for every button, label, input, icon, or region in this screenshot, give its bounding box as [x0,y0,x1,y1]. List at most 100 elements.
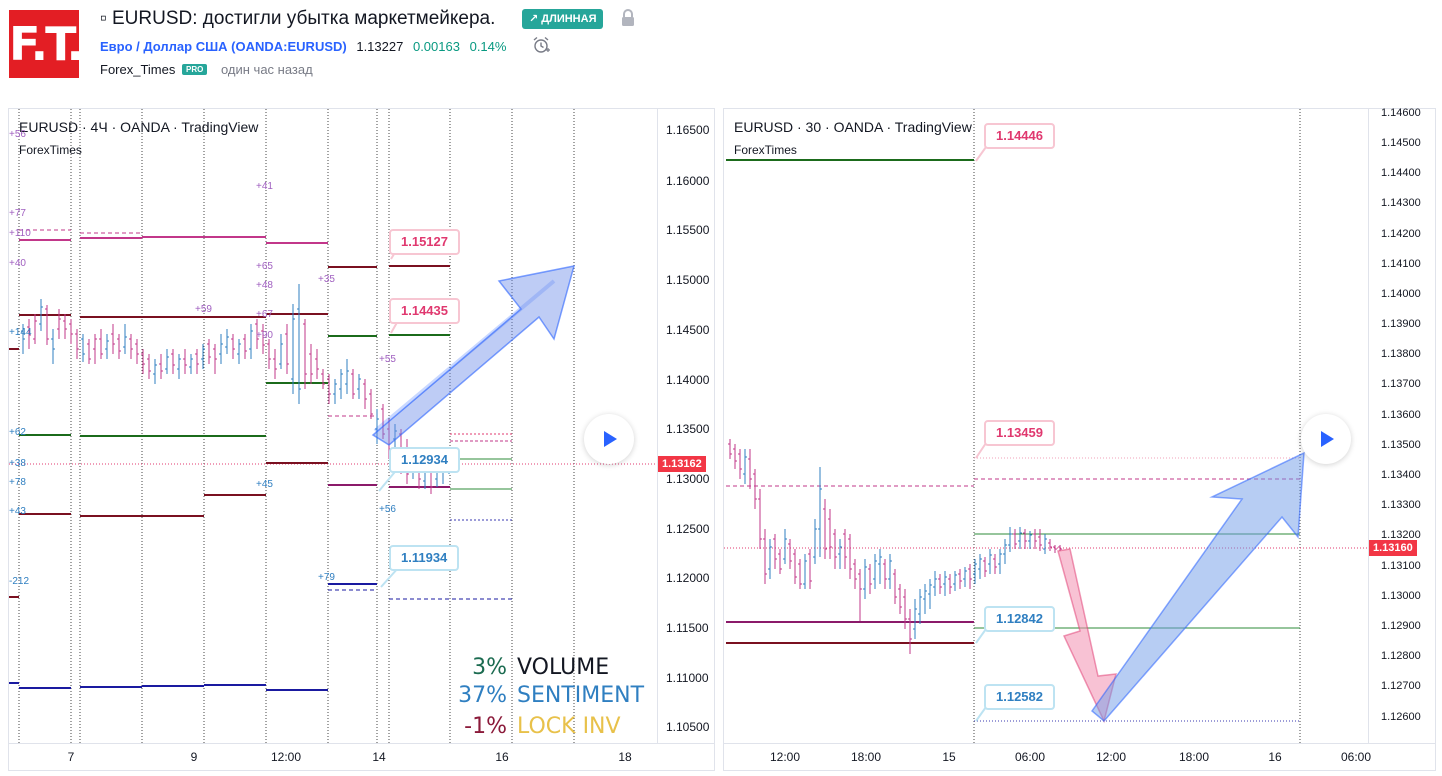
time-tick: 12:00 [769,750,801,764]
price-tick: 1.11000 [666,671,709,685]
time-tick: 12:00 [1095,750,1127,764]
price-tick: 1.12900 [1381,620,1421,632]
chart-pane-30m[interactable]: EURUSD · 30 · OANDA · TradingView ForexT… [723,107,1436,771]
level-tag: +79 [318,572,335,583]
level-tag: +38 [9,458,26,469]
sentiment-stat: 37% SENTIMENT [457,683,644,708]
level-tag: +40 [9,258,26,269]
time-tick: 9 [190,750,198,764]
symbol-row: Евро / Доллар США (OANDA:EURUSD) 1.13227… [100,39,506,54]
price-tick: 1.14000 [666,373,710,387]
level-tag: +67 [256,309,273,320]
price-callout-support-2[interactable]: 1.12582 [984,684,1055,710]
price-tick: 1.10500 [666,720,710,734]
time-tick: 18:00 [1178,750,1210,764]
chart-4h-plot[interactable] [9,109,714,770]
price-callout-support-1[interactable]: 1.12934 [389,447,460,473]
symbol-change-percent: 0.14% [469,39,507,54]
chart-4h-legend: EURUSD · 4Ч · OANDA · TradingView [19,119,259,135]
price-tick: 1.13200 [1381,529,1421,541]
forex-times-logo[interactable]: F.T. [9,10,84,78]
time-tick: 15 [942,750,956,764]
volume-stat: 3% VOLUME [457,655,609,680]
session-separators [18,109,575,745]
price-tick: 1.16500 [666,123,710,137]
chart-30m-sublegend: ForexTimes [734,143,797,157]
price-tick: 1.14500 [666,323,710,337]
time-tick: 16 [1268,750,1282,764]
price-tick: 1.12000 [666,571,710,585]
time-tick: 18:00 [850,750,882,764]
price-callout-target-1[interactable]: 1.15127 [389,229,460,255]
price-tick: 1.13500 [666,422,710,436]
price-callout-support-1[interactable]: 1.12842 [984,606,1055,632]
level-tag: +77 [9,208,26,219]
chart-30m-legend: EURUSD · 30 · OANDA · TradingView [734,119,972,135]
price-tick: 1.14000 [1381,288,1421,300]
sentiment-label: SENTIMENT [517,683,645,708]
play-button[interactable] [1301,414,1351,464]
price-axis-4h[interactable]: 1.16500 1.16000 1.15500 1.15000 1.14500 … [657,109,714,744]
author-name[interactable]: Forex_Times [100,62,176,77]
symbol-link[interactable]: Евро / Доллар США (OANDA:EURUSD) [100,39,347,54]
lock-inv-label: LOCK INV [517,714,621,739]
volume-value: 3% [472,655,507,680]
last-price-label: 1.13162 [658,456,706,472]
sentiment-value: 37% [458,683,507,708]
price-tick: 1.12600 [1381,711,1421,723]
arrow-up-icon [371,265,576,446]
time-tick: 16 [495,750,509,764]
alarm-clock-icon[interactable] [532,36,550,54]
level-tag: +62 [9,427,26,438]
level-tag: +45 [256,479,273,490]
price-tick: 1.13600 [1381,409,1421,421]
play-button[interactable] [584,414,634,464]
author-row: Forex_Times PRO один час назад [100,62,313,77]
price-callout-stop[interactable]: 1.14446 [984,123,1055,149]
price-tick: 1.13700 [1381,378,1421,390]
level-tag: +144 [9,327,32,338]
level-tag: +90 [256,330,273,341]
last-price-label: 1.13160 [1369,540,1417,556]
time-tick: 14 [372,750,386,764]
level-tag: +56 [9,129,26,140]
price-axis-30m[interactable]: 1.14600 1.14500 1.14400 1.14300 1.14200 … [1368,107,1435,744]
lock-icon [622,9,634,26]
published-time: один час назад [220,62,313,77]
price-callout-support-2[interactable]: 1.11934 [389,545,460,571]
time-axis-4h[interactable]: 7 9 12:00 14 16 18 [9,743,714,770]
price-tick: 1.16000 [666,174,710,188]
price-tick: 1.14500 [1381,137,1421,149]
chart-4h-sublegend: ForexTimes [19,143,82,157]
time-axis-30m[interactable]: 12:00 18:00 15 06:00 12:00 18:00 16 06:0… [724,743,1435,770]
price-tick: 1.13400 [1381,469,1421,481]
price-tick: 1.15500 [666,223,710,237]
level-tag: +65 [256,261,273,272]
level-tag: +110 [9,228,31,239]
price-tick: 1.13100 [1381,560,1421,572]
symbol-change: 0.00163 [412,39,460,54]
price-callout-target-2[interactable]: 1.14435 [389,298,460,324]
level-tag: -212 [9,576,30,587]
price-tick: 1.13800 [1381,348,1421,360]
price-tick: 1.13300 [1381,499,1421,511]
time-tick: 18 [618,750,632,764]
price-tick: 1.14100 [1381,258,1421,270]
candles-4h [21,284,451,494]
lock-inv-stat: -1% LOCK INV [457,714,621,739]
chart-30m-plot[interactable] [724,109,1435,770]
chart-pane-4h[interactable]: EURUSD · 4Ч · OANDA · TradingView ForexT… [8,108,715,771]
price-tick: 1.15000 [666,273,710,287]
lock-inv-value: -1% [464,714,507,739]
price-callout-target[interactable]: 1.13459 [984,420,1055,446]
level-tag: +35 [318,274,335,285]
candles-30m [728,439,1062,654]
time-tick: 06:00 [1340,750,1372,764]
level-tag: +78 [9,477,26,488]
price-tick: 1.14400 [1381,167,1421,179]
level-lines-thin [19,229,512,600]
volume-label: VOLUME [517,655,610,680]
price-tick: 1.12700 [1381,680,1421,692]
price-tick: 1.14200 [1381,228,1421,240]
level-lines [9,236,450,691]
